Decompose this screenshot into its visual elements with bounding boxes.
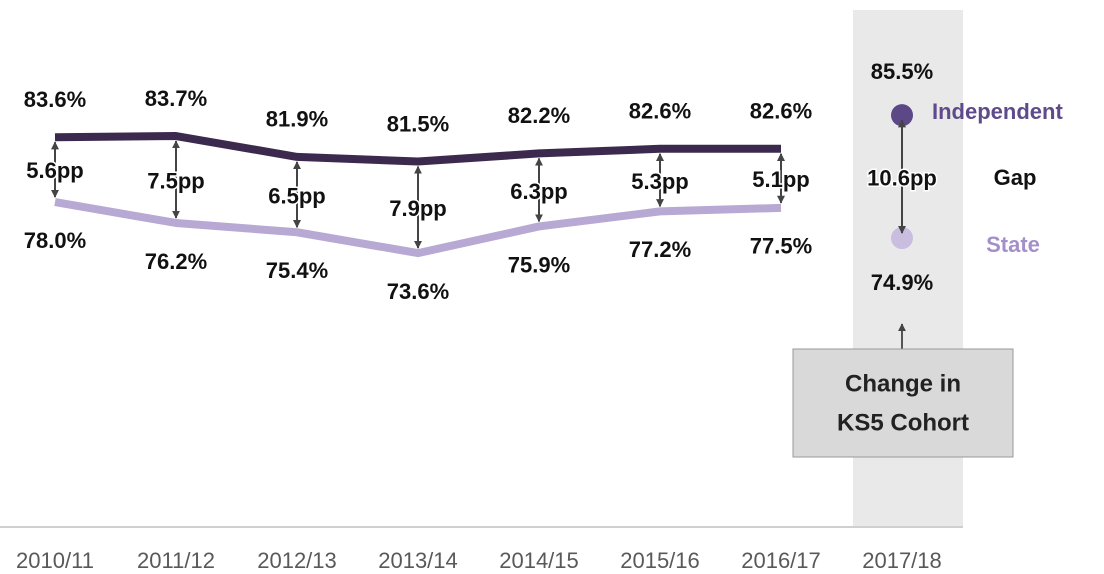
gap-label: 6.5pp (268, 183, 325, 208)
gap-label: 6.3pp (510, 179, 567, 204)
x-tick-label: 2011/12 (137, 548, 215, 573)
gap-label: 7.5pp (147, 168, 204, 193)
value-label: 85.5% (871, 59, 933, 84)
value-label: 77.2% (629, 237, 691, 262)
value-label: 77.5% (750, 234, 812, 259)
series-point (891, 104, 913, 127)
series-name: Independent (932, 99, 1063, 124)
value-label: 76.2% (145, 249, 207, 274)
x-tick-label: 2013/14 (378, 548, 458, 573)
series-line (54, 198, 782, 258)
value-label: 73.6% (387, 279, 449, 304)
series-line (54, 132, 781, 166)
x-tick-label: 2010/11 (16, 548, 94, 573)
gap-label: 10.6pp (867, 165, 937, 190)
value-label: 83.7% (145, 86, 207, 111)
x-tick-label: 2014/15 (499, 548, 579, 573)
annotation-text: KS5 Cohort (837, 409, 969, 436)
value-label: 81.9% (266, 107, 328, 132)
gap-label: 7.9pp (389, 196, 446, 221)
gap-label: 5.1pp (752, 167, 809, 192)
x-tick-label: 2015/16 (620, 548, 700, 573)
x-tick-label: 2012/13 (257, 548, 337, 573)
x-tick-label: 2017/18 (862, 548, 942, 573)
annotation-box (792, 348, 1014, 458)
value-label: 82.6% (629, 99, 691, 124)
value-label: 75.4% (266, 258, 328, 283)
value-label: 81.5% (387, 111, 449, 136)
series-point (891, 227, 913, 250)
value-label: 83.6% (24, 87, 86, 112)
value-label: 78.0% (24, 228, 86, 253)
value-label: 74.9% (871, 270, 933, 295)
value-label: 82.6% (750, 99, 812, 124)
value-label: 82.2% (508, 103, 570, 128)
annotation-text: Change in (845, 370, 961, 397)
x-tick-label: 2016/17 (741, 548, 821, 573)
gap-label: 5.3pp (631, 169, 688, 194)
gap-name: Gap (994, 165, 1037, 190)
series-name: State (986, 232, 1040, 257)
gap-label: 5.6pp (26, 158, 83, 183)
value-label: 75.9% (508, 252, 570, 277)
